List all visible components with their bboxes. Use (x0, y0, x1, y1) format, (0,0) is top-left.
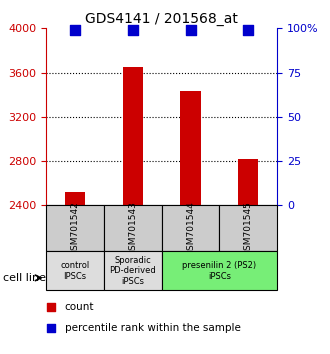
Bar (238, 159, 258, 205)
Text: cell line: cell line (3, 273, 46, 283)
Text: percentile rank within the sample: percentile rank within the sample (65, 323, 241, 333)
Text: GSM701544: GSM701544 (186, 201, 195, 256)
Text: GSM701545: GSM701545 (244, 201, 253, 256)
Bar (181, 91, 201, 205)
Bar (65, 192, 85, 205)
Text: control
IPSCs: control IPSCs (60, 261, 90, 280)
Bar (123, 67, 143, 205)
FancyBboxPatch shape (46, 205, 104, 251)
Point (130, 27, 135, 33)
Point (73, 27, 78, 33)
Title: GDS4141 / 201568_at: GDS4141 / 201568_at (85, 12, 238, 26)
FancyBboxPatch shape (219, 205, 277, 251)
FancyBboxPatch shape (104, 205, 162, 251)
Text: count: count (65, 302, 94, 312)
Point (49, 325, 54, 331)
FancyBboxPatch shape (104, 251, 162, 290)
Text: presenilin 2 (PS2)
iPSCs: presenilin 2 (PS2) iPSCs (182, 261, 256, 280)
FancyBboxPatch shape (46, 251, 104, 290)
Text: Sporadic
PD-derived
iPSCs: Sporadic PD-derived iPSCs (110, 256, 156, 286)
FancyBboxPatch shape (162, 205, 219, 251)
Point (246, 27, 251, 33)
Point (188, 27, 193, 33)
FancyBboxPatch shape (162, 251, 277, 290)
Text: GSM701542: GSM701542 (71, 201, 80, 256)
Point (49, 304, 54, 309)
Text: GSM701543: GSM701543 (128, 201, 137, 256)
